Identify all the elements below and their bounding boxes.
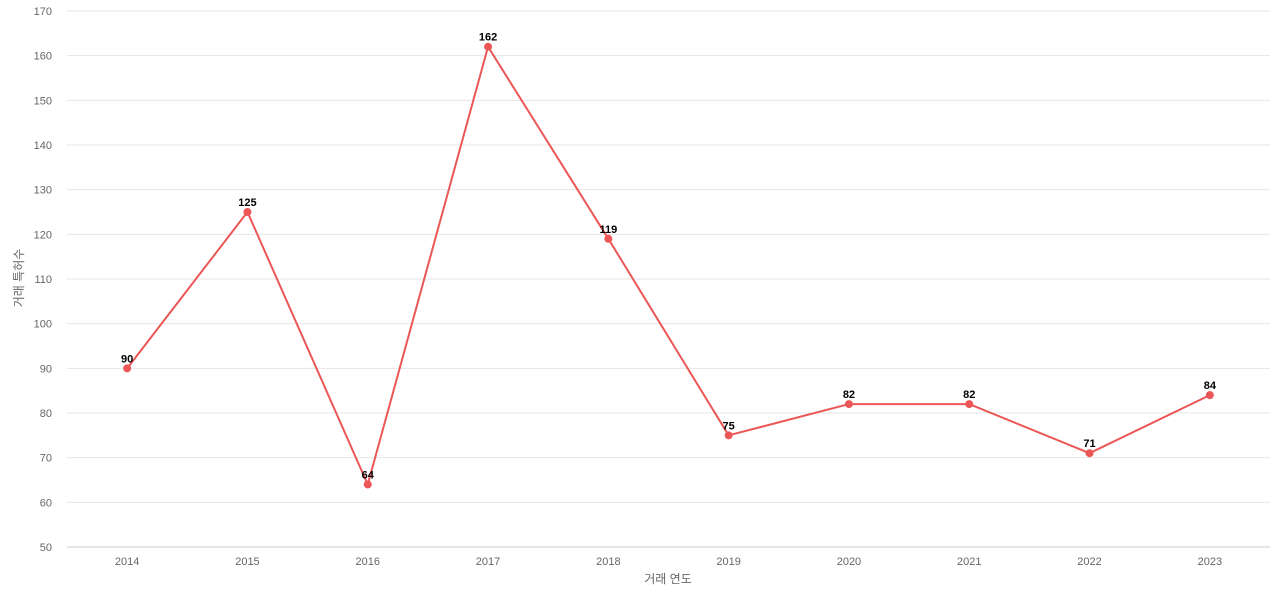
data-label: 75	[723, 420, 735, 432]
data-point[interactable]	[243, 208, 252, 216]
x-tick-label: 2023	[1198, 556, 1222, 568]
data-point[interactable]	[123, 364, 132, 373]
x-tick-label: 2021	[957, 556, 981, 568]
data-label: 71	[1083, 438, 1095, 450]
data-label: 64	[362, 469, 375, 481]
y-tick-label: 90	[40, 363, 52, 375]
y-tick-label: 60	[40, 497, 52, 509]
x-tick-label: 2014	[115, 556, 139, 568]
y-tick-label: 130	[34, 185, 52, 197]
data-label: 162	[479, 32, 497, 44]
data-label: 82	[963, 389, 975, 401]
y-tick-label: 120	[34, 229, 52, 241]
y-tick-label: 160	[34, 51, 52, 63]
data-point[interactable]	[484, 42, 493, 51]
data-point[interactable]	[363, 480, 372, 489]
data-label: 82	[843, 389, 855, 401]
x-tick-label: 2020	[837, 556, 861, 568]
data-labels: 90 125 64 162 119 75 82 82 71 84	[121, 32, 1217, 482]
axes: 50 60 70 80 90 100 110 120 130 140 150 160 170 2014 20…	[34, 6, 1270, 568]
x-tick-label: 2022	[1077, 556, 1101, 568]
grid-lines	[67, 10, 1270, 503]
y-tick-label: 110	[34, 274, 52, 286]
data-point[interactable]	[965, 400, 974, 409]
y-tick-label: 140	[34, 140, 52, 152]
y-tick-label: 100	[34, 319, 52, 331]
y-tick-label: 50	[40, 542, 52, 554]
y-tick-label: 80	[40, 408, 52, 420]
x-tick-label: 2018	[596, 556, 620, 568]
x-tick-label: 2015	[235, 556, 259, 568]
series-line	[126, 45, 1211, 486]
data-label: 119	[599, 224, 617, 236]
series	[123, 42, 1214, 489]
data-point[interactable]	[604, 234, 613, 243]
x-axis-title: 거래 연도	[644, 572, 692, 586]
data-label: 84	[1204, 380, 1217, 392]
data-label: 90	[121, 353, 133, 365]
y-tick-label: 150	[34, 95, 52, 107]
data-point[interactable]	[1205, 391, 1214, 400]
y-tick-label: 70	[40, 453, 52, 465]
data-point[interactable]	[724, 431, 733, 440]
x-tick-label: 2017	[476, 556, 500, 568]
x-tick-label: 2019	[716, 556, 740, 568]
data-point[interactable]	[844, 400, 853, 409]
y-tick-label: 170	[34, 6, 52, 18]
x-tick-label: 2016	[356, 556, 380, 568]
data-point[interactable]	[1085, 449, 1094, 458]
y-axis-title: 거래 특허수	[12, 249, 26, 308]
data-label: 125	[238, 197, 256, 209]
